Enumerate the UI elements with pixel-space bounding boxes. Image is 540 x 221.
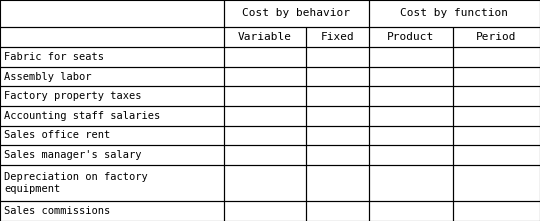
Text: Assembly labor: Assembly labor — [4, 72, 92, 82]
Text: Period: Period — [476, 32, 516, 42]
Text: Fabric for seats: Fabric for seats — [4, 52, 104, 62]
Text: Product: Product — [387, 32, 434, 42]
Text: Depreciation on factory
equipment: Depreciation on factory equipment — [4, 172, 148, 194]
Text: Sales office rent: Sales office rent — [4, 130, 111, 140]
Text: Accounting staff salaries: Accounting staff salaries — [4, 111, 160, 121]
Text: Factory property taxes: Factory property taxes — [4, 91, 142, 101]
Text: Cost by behavior: Cost by behavior — [242, 8, 350, 18]
Text: Cost by function: Cost by function — [401, 8, 509, 18]
Text: Fixed: Fixed — [321, 32, 354, 42]
Text: Variable: Variable — [238, 32, 292, 42]
Text: Sales manager's salary: Sales manager's salary — [4, 150, 142, 160]
Text: Sales commissions: Sales commissions — [4, 206, 111, 216]
